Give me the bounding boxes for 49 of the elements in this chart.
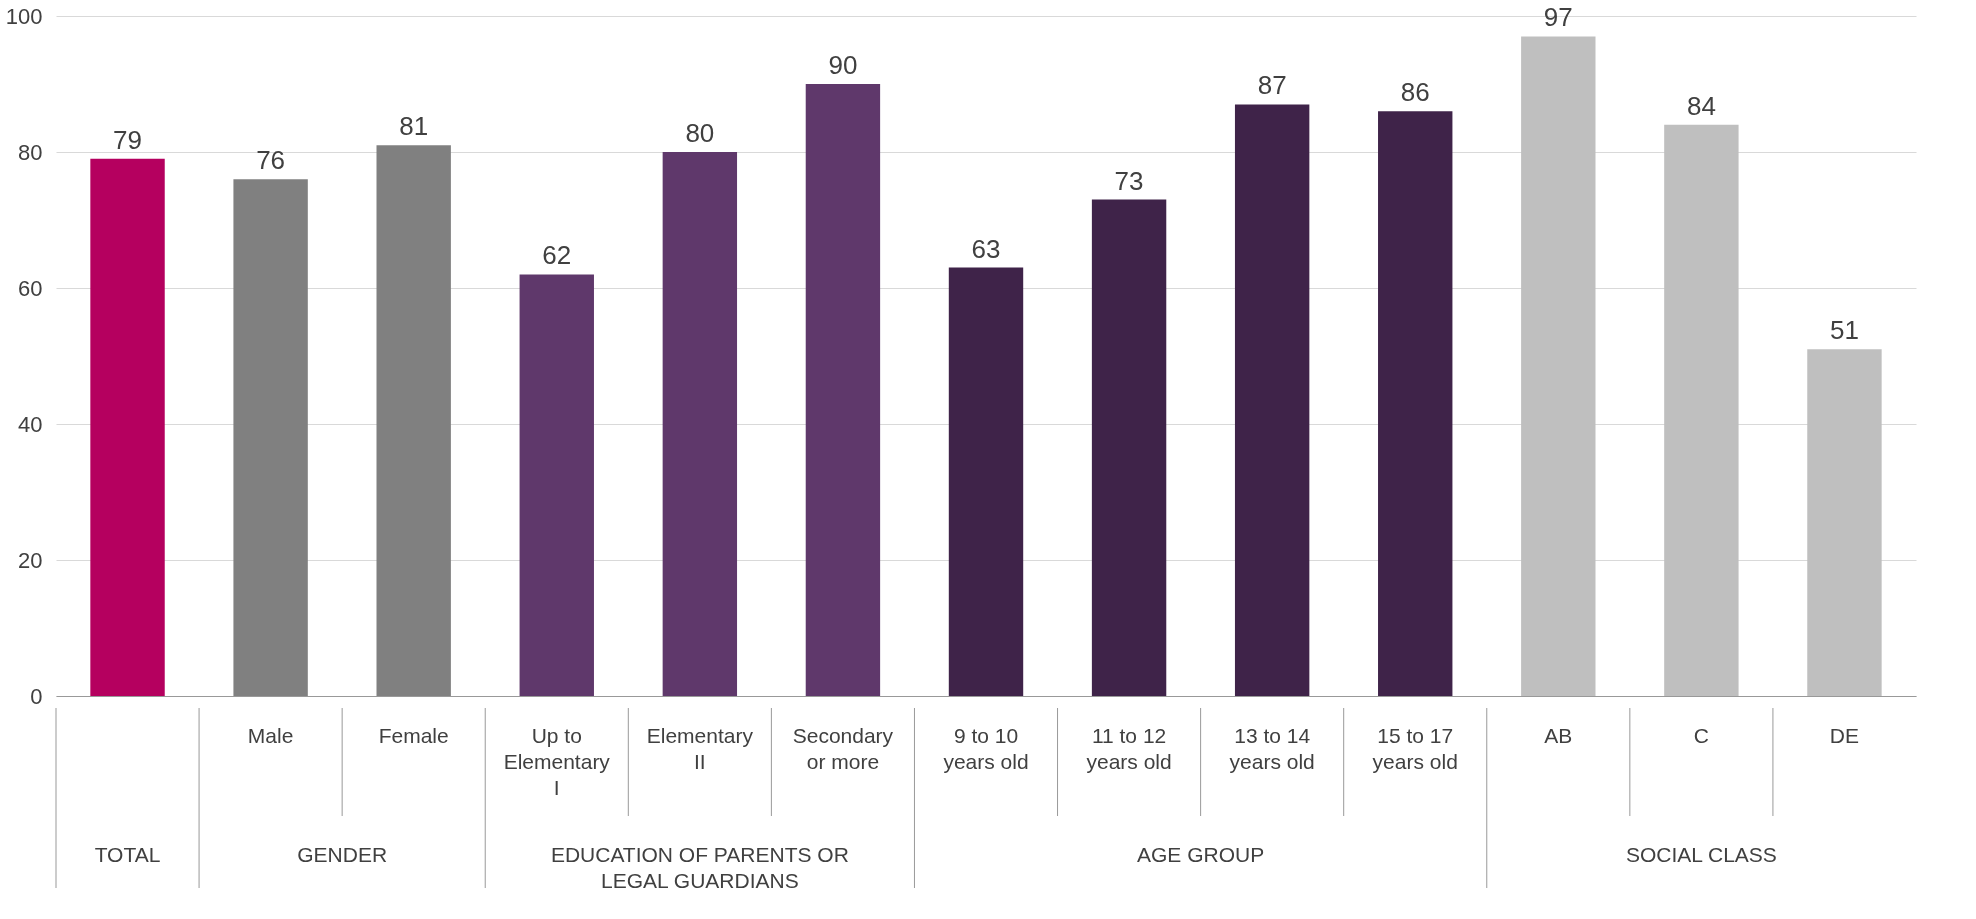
data-label: 51 xyxy=(1830,315,1859,346)
data-label: 97 xyxy=(1543,2,1573,33)
text: GENDER xyxy=(297,842,388,866)
data-label: 76 xyxy=(256,145,286,176)
data-label: 79 xyxy=(113,124,142,155)
x-tick-label: 9 to 10 years old xyxy=(943,724,1029,773)
data-label: 63 xyxy=(971,233,1001,264)
bar xyxy=(1091,199,1167,696)
x-tick-label: Male xyxy=(247,724,294,747)
y-tick-label: 60 xyxy=(18,275,43,301)
bar xyxy=(1521,36,1596,696)
x-tick-label: Secondary or more xyxy=(792,724,894,773)
bar xyxy=(90,158,165,696)
bar xyxy=(805,84,881,696)
y-tick-label: 0 xyxy=(30,683,43,709)
data-label: 90 xyxy=(828,50,858,80)
bar xyxy=(1807,349,1882,696)
x-tick-label: DE xyxy=(1829,724,1860,747)
bar xyxy=(948,267,1024,696)
bar xyxy=(233,179,308,696)
text: EDUCATION OF PARENTS OR LEGAL GUARDIANS xyxy=(550,842,849,892)
data-label: 81 xyxy=(399,111,429,142)
data-label: 84 xyxy=(1686,90,1716,121)
bar xyxy=(1378,111,1453,696)
x-tick-label: 15 to 17 years old xyxy=(1372,724,1458,773)
x-tick-label: C xyxy=(1693,724,1709,747)
data-label: 86 xyxy=(1400,77,1430,108)
x-tick-label: Elementary II xyxy=(646,724,754,773)
text: SOCIAL CLASS xyxy=(1625,842,1777,866)
y-tick-label: 80 xyxy=(18,139,43,165)
y-tick-label: 100 xyxy=(5,3,43,29)
y-tick-label: 20 xyxy=(18,547,43,573)
x-tick-label: 13 to 14 years old xyxy=(1229,724,1315,773)
x-tick-label: 11 to 12 years old xyxy=(1086,724,1172,773)
bar xyxy=(1664,124,1739,696)
text: AGE GROUP xyxy=(1137,842,1265,866)
bar xyxy=(519,274,594,696)
y-tick-label: 40 xyxy=(18,411,43,437)
x-tick-label: Female xyxy=(378,724,449,747)
x-tick-label: AB xyxy=(1544,724,1573,747)
bar xyxy=(662,152,738,696)
bar xyxy=(1234,104,1310,696)
bar xyxy=(376,145,451,696)
x-tick-label: Up to Elementary I xyxy=(503,724,611,799)
text: TOTAL xyxy=(94,842,161,866)
data-label: 73 xyxy=(1114,165,1144,196)
data-label: 87 xyxy=(1257,70,1287,101)
data-label: 80 xyxy=(685,118,715,148)
data-label: 62 xyxy=(542,240,572,271)
